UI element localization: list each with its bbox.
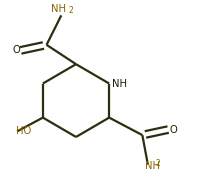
Text: NH: NH [145, 161, 160, 171]
Text: O: O [12, 45, 20, 55]
Text: NH: NH [51, 4, 66, 14]
Text: 2: 2 [69, 6, 73, 15]
Text: NH: NH [112, 78, 127, 88]
Text: 2: 2 [155, 159, 160, 168]
Text: HO: HO [16, 126, 31, 136]
Text: O: O [169, 125, 177, 135]
